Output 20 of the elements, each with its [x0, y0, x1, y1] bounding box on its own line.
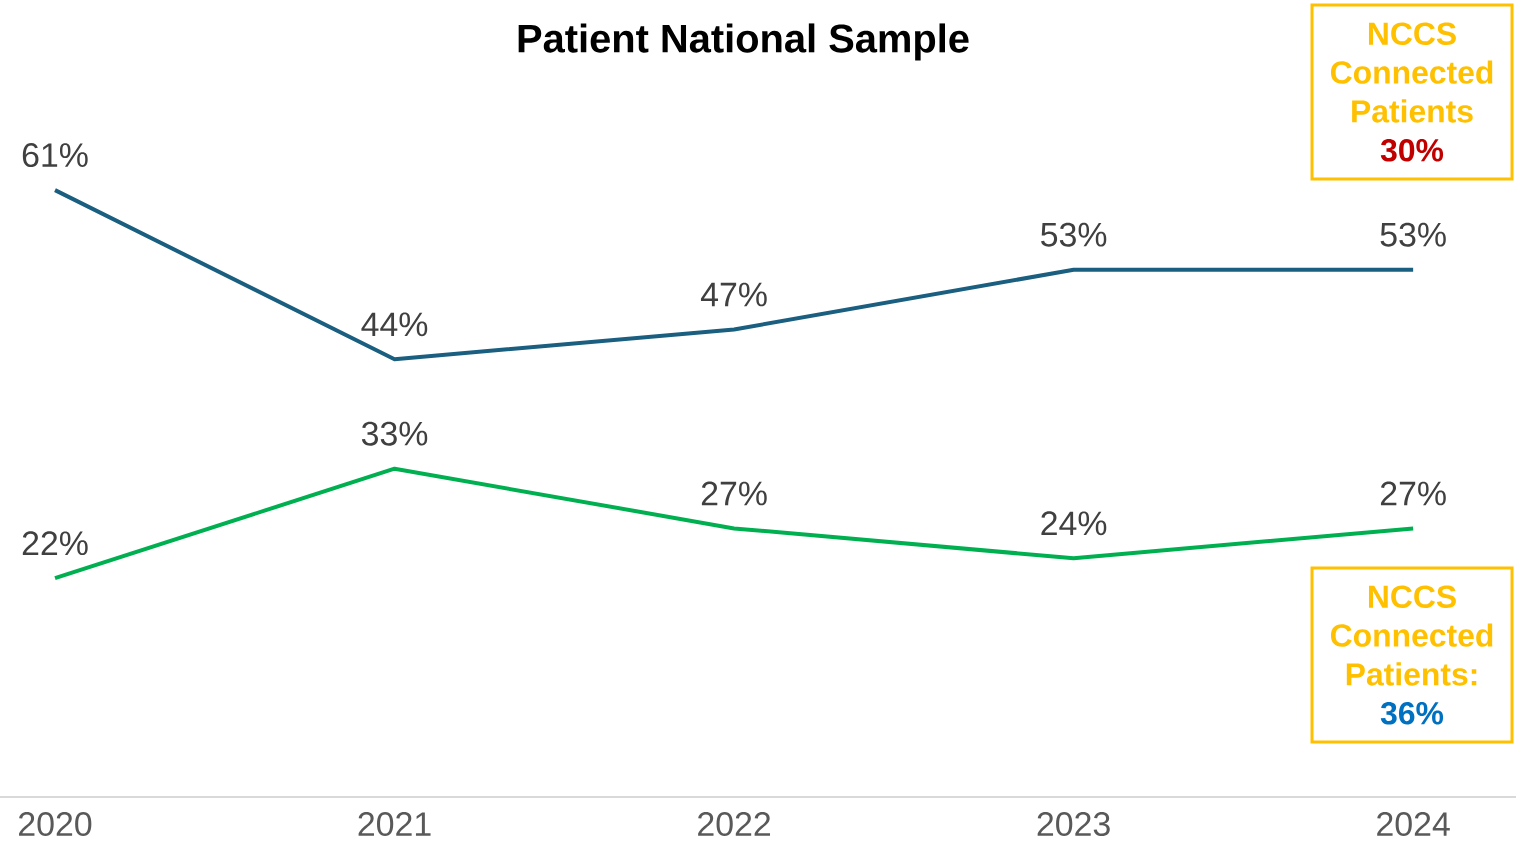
data-label: 53%: [1041, 222, 1107, 247]
data-label: 47%: [700, 282, 767, 307]
data-label: 22%: [22, 531, 88, 556]
data-label: 53%: [1380, 222, 1446, 247]
x-tick-label: 2023: [1037, 812, 1110, 837]
text: 36%: [1380, 701, 1444, 725]
text: NCCS Connected Patients:: [1330, 585, 1493, 686]
x-tick-label: 2024: [1377, 812, 1450, 837]
chart-title: Patient National Sample: [518, 23, 969, 61]
x-tick-label: 2021: [358, 812, 431, 837]
x-tick-label: 2022: [698, 812, 771, 837]
data-label: 61%: [22, 143, 88, 168]
data-label: 24%: [1041, 511, 1107, 536]
data-label: 27%: [1380, 481, 1446, 506]
data-label: 44%: [361, 312, 428, 337]
data-label: 27%: [701, 481, 767, 506]
text: 30%: [1380, 138, 1444, 162]
data-label: 33%: [361, 421, 428, 446]
text: NCCS Connected Patients: [1330, 22, 1493, 123]
x-tick-label: 2020: [19, 812, 92, 837]
